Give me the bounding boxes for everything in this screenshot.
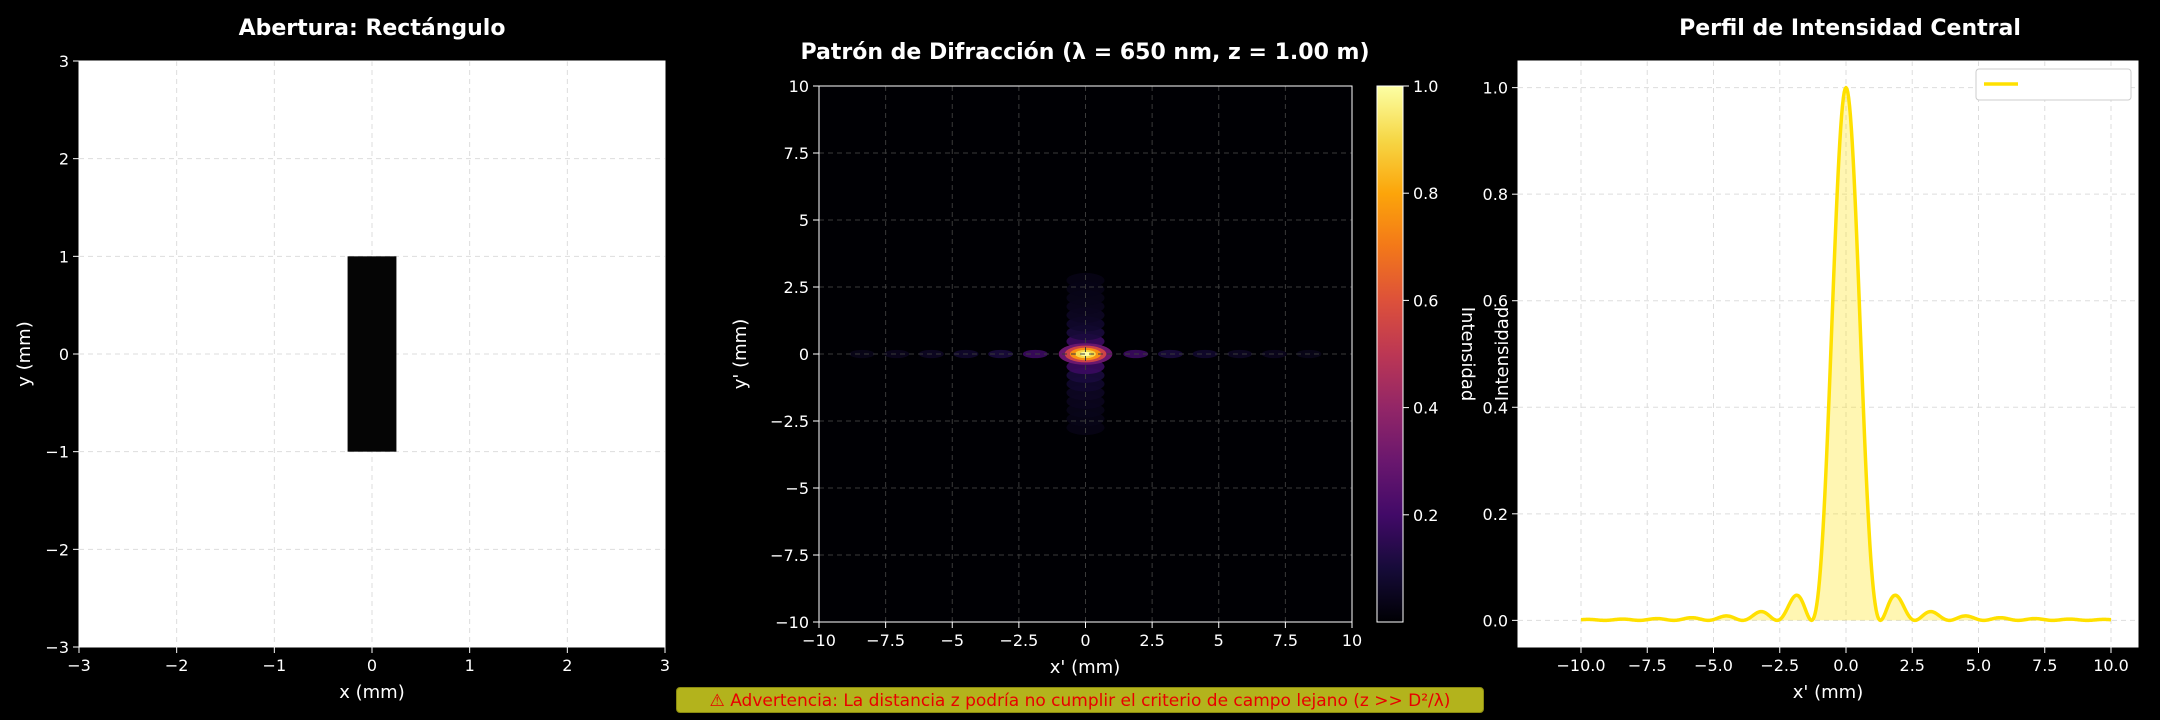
- colorbar-tick-label: 1.0: [1413, 77, 1438, 96]
- diffraction-panel: Patrón de Difracción (λ = 650 nm, z = 1.…: [730, 40, 1478, 678]
- diffraction-frame: [818, 85, 1353, 623]
- aperture-rectangle: [347, 256, 397, 452]
- x-tick-label: 0.0: [1833, 656, 1858, 675]
- x-tick-label: 5.0: [1966, 656, 1991, 675]
- x-tick-label: −2: [165, 656, 189, 675]
- diffraction-lobe: [1261, 349, 1287, 359]
- y-tick-label: 3: [59, 52, 69, 71]
- x-tick-label: 2.5: [1139, 631, 1164, 650]
- y-tick-label: 2.5: [784, 278, 809, 297]
- colorbar-label: Intensidad: [1457, 307, 1478, 402]
- x-tick-label: −5: [940, 631, 964, 650]
- diffraction-lobe: [849, 349, 875, 359]
- x-tick-label: 2.5: [1900, 656, 1925, 675]
- profile-fill-area: [1581, 87, 2111, 621]
- diffraction-lobe: [1192, 349, 1218, 359]
- aperture-y-ticks: −3 −2 −1 0 1 2 3: [45, 52, 79, 657]
- x-tick-label: 10.0: [2093, 656, 2129, 675]
- x-tick-label: −1: [263, 656, 287, 675]
- y-tick-label: −5: [785, 479, 809, 498]
- y-tick-label: −1: [45, 443, 69, 462]
- profile-x-ticks: −10.0 −7.5 −5.0 −2.5 0.0 2.5 5.0 7.5 10.0: [1556, 647, 2129, 675]
- colorbar-tick-label: 0.8: [1413, 184, 1438, 203]
- colorbar: [1376, 85, 1404, 623]
- profile-grid: [1518, 61, 2138, 647]
- profile-x-label: x' (mm): [1793, 682, 1863, 703]
- profile-legend: [1975, 68, 2132, 101]
- y-tick-label: 0.4: [1483, 398, 1508, 417]
- aperture-x-label: x (mm): [339, 682, 405, 703]
- central-maximum: [1079, 351, 1092, 357]
- y-tick-label: −2.5: [770, 412, 809, 431]
- aperture-title: Abertura: Rectángulo: [239, 16, 506, 41]
- y-tick-label: 10: [789, 77, 809, 96]
- profile-plot-area: [1518, 61, 2138, 647]
- y-tick-label: −10: [775, 613, 809, 632]
- x-tick-label: −7.5: [1628, 656, 1667, 675]
- x-tick-label: −10.0: [1556, 656, 1605, 675]
- colorbar-ticks: 0.2 0.4 0.6 0.8 1.0: [1403, 77, 1438, 525]
- y-tick-label: −3: [45, 638, 69, 657]
- x-tick-label: 2: [562, 656, 572, 675]
- x-tick-label: −2.5: [1760, 656, 1799, 675]
- profile-y-ticks: 0.0 0.2 0.4 0.6 0.8 1.0: [1483, 79, 1518, 630]
- y-tick-label: 0.8: [1483, 185, 1508, 204]
- diffraction-title: Patrón de Difracción (λ = 650 nm, z = 1.…: [800, 40, 1369, 65]
- colorbar-tick-label: 0.6: [1413, 291, 1438, 310]
- y-tick-label: 0: [799, 345, 809, 364]
- diffraction-y-ticks: −10 −7.5 −5 −2.5 0 2.5 5 7.5 10: [770, 77, 819, 632]
- aperture-panel: Abertura: Rectángulo −3 −2 −1 0 1 2 3 −3 −2 −1 0 1…: [14, 16, 670, 703]
- y-tick-label: −2: [45, 540, 69, 559]
- x-tick-label: 1: [465, 656, 475, 675]
- x-tick-label: −3: [67, 656, 91, 675]
- diffraction-lobe: [1066, 272, 1105, 288]
- y-tick-label: 1: [59, 247, 69, 266]
- profile-line: [1580, 85, 2112, 623]
- legend-box: [1975, 68, 2132, 101]
- warning-banner: ⚠ Advertencia: La distancia z podría no …: [676, 687, 1484, 713]
- x-tick-label: −7.5: [866, 631, 905, 650]
- y-tick-label: 5: [799, 211, 809, 230]
- diffraction-lobe: [884, 349, 910, 359]
- aperture-frame: [78, 60, 666, 648]
- x-tick-label: 10: [1342, 631, 1362, 650]
- colorbar-tick-label: 0.4: [1413, 399, 1438, 418]
- x-tick-label: 0: [1080, 631, 1090, 650]
- aperture-x-ticks: −3 −2 −1 0 1 2 3: [67, 647, 670, 675]
- y-tick-label: 0: [59, 345, 69, 364]
- y-tick-label: 0.0: [1483, 611, 1508, 630]
- diffraction-y-label: y' (mm): [730, 319, 751, 389]
- y-tick-label: 0.2: [1483, 505, 1508, 524]
- diffraction-x-ticks: −10 −7.5 −5 −2.5 0 2.5 5 7.5 10: [802, 622, 1362, 650]
- x-tick-label: 7.5: [1273, 631, 1298, 650]
- diffraction-lobe: [1227, 349, 1253, 359]
- y-tick-label: 7.5: [784, 144, 809, 163]
- x-tick-label: −5.0: [1694, 656, 1733, 675]
- profile-title: Perfil de Intensidad Central: [1679, 16, 2021, 41]
- colorbar-tick-label: 0.2: [1413, 506, 1438, 525]
- x-tick-label: 0: [367, 656, 377, 675]
- profile-frame: [1517, 60, 2139, 648]
- x-tick-label: 3: [660, 656, 670, 675]
- y-tick-label: 2: [59, 150, 69, 169]
- aperture-y-label: y (mm): [14, 321, 35, 387]
- y-tick-label: −7.5: [770, 546, 809, 565]
- y-tick-label: 1.0: [1483, 79, 1508, 98]
- y-tick-label: 0.6: [1483, 292, 1508, 311]
- profile-panel: Perfil de Intensidad Central −10.0 −7.5 −5…: [1483, 16, 2139, 703]
- x-tick-label: −10: [802, 631, 836, 650]
- x-tick-label: 7.5: [2032, 656, 2057, 675]
- profile-y-label: Intensidad: [1492, 307, 1513, 402]
- x-tick-label: −2.5: [999, 631, 1038, 650]
- diffraction-x-label: x' (mm): [1050, 657, 1120, 678]
- x-tick-label: 5: [1214, 631, 1224, 650]
